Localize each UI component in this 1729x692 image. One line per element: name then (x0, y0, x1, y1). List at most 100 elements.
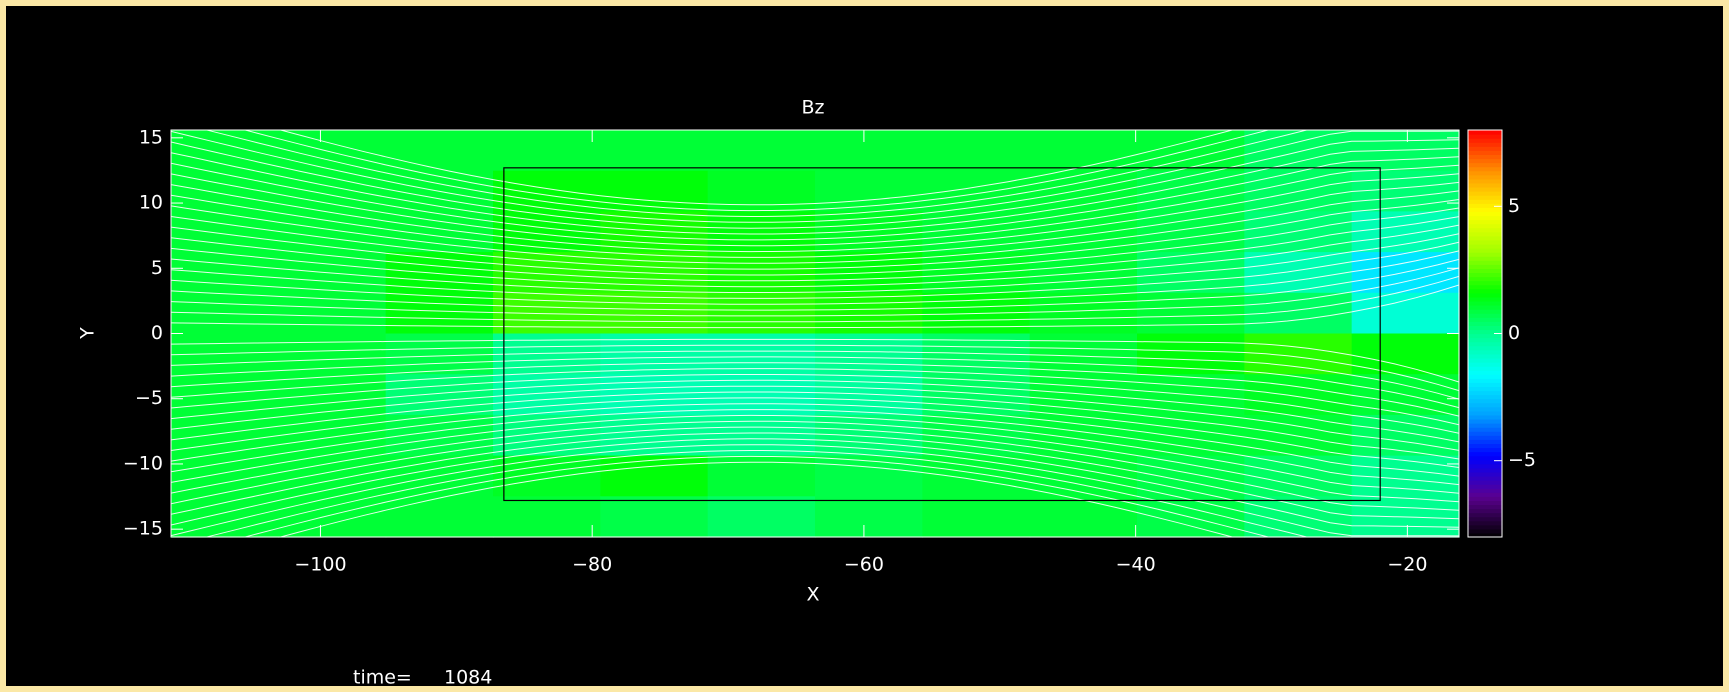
colorbar-swatch (1468, 525, 1502, 530)
colorbar-swatch (1468, 411, 1502, 416)
colorbar-swatch (1468, 171, 1502, 176)
x-tick-label: −100 (294, 554, 346, 576)
heatmap-cell (278, 211, 386, 252)
heatmap-cell (922, 171, 1030, 212)
heatmap-cell (1030, 130, 1138, 171)
heatmap-cell (171, 456, 279, 497)
heatmap-cell (278, 374, 386, 415)
colorbar-swatch (1468, 138, 1502, 143)
colorbar-swatch (1468, 203, 1502, 208)
colorbar-swatch (1468, 297, 1502, 302)
colorbar-swatch (1468, 370, 1502, 375)
heatmap-cell (708, 211, 816, 252)
colorbar-swatch (1468, 399, 1502, 404)
colorbar-swatch (1468, 517, 1502, 522)
colorbar-swatch (1468, 350, 1502, 355)
colorbar-swatch (1468, 163, 1502, 168)
colorbar-swatch (1468, 244, 1502, 249)
colorbar-swatch (1468, 248, 1502, 253)
heatmap-cell (493, 171, 601, 212)
colorbar-swatch (1468, 134, 1502, 139)
heatmap-cell (600, 496, 708, 537)
colorbar-swatch (1468, 158, 1502, 163)
colorbar-swatch (1468, 443, 1502, 448)
x-axis-label: X (806, 584, 819, 606)
heatmap-cell (1137, 293, 1245, 334)
colorbar-swatch (1468, 500, 1502, 505)
colorbar-swatch (1468, 382, 1502, 387)
heatmap-cell (815, 496, 923, 537)
y-tick-label: −15 (123, 518, 163, 540)
colorbar-swatch (1468, 313, 1502, 318)
colorbar-swatch (1468, 395, 1502, 400)
colorbar-swatch (1468, 366, 1502, 371)
colorbar-swatch (1468, 224, 1502, 229)
colorbar-swatch (1468, 305, 1502, 310)
heatmap-cell (493, 130, 601, 171)
heatmap-cell (1244, 374, 1352, 415)
heatmap-cell (278, 456, 386, 497)
colorbar-swatch (1468, 215, 1502, 220)
colorbar-swatch (1468, 285, 1502, 290)
heatmap-cell (815, 130, 923, 171)
colorbar-swatch (1468, 447, 1502, 452)
colorbar-swatch (1468, 390, 1502, 395)
colorbar-swatch (1468, 378, 1502, 383)
colorbar-swatch (1468, 289, 1502, 294)
x-tick-label: −40 (1116, 554, 1156, 576)
colorbar-swatch (1468, 179, 1502, 184)
heatmap-cell (708, 171, 816, 212)
heatmap-cell (1352, 334, 1460, 375)
colorbar-swatch (1468, 403, 1502, 408)
heatmap-cell (815, 456, 923, 497)
heatmap-cell (815, 374, 923, 415)
colorbar-swatch (1468, 509, 1502, 514)
colorbar-swatch (1468, 362, 1502, 367)
colorbar-tick-label: 0 (1508, 322, 1520, 344)
colorbar-swatch (1468, 150, 1502, 155)
colorbar-swatch (1468, 431, 1502, 436)
y-tick-label: −5 (135, 387, 163, 409)
colorbar-swatch (1468, 207, 1502, 212)
heatmap-cell (1244, 496, 1352, 537)
colorbar-swatch (1468, 268, 1502, 273)
colorbar-swatch (1468, 236, 1502, 241)
colorbar-swatch (1468, 529, 1502, 534)
colorbar-swatch (1468, 386, 1502, 391)
colorbar-swatch (1468, 175, 1502, 180)
colorbar-swatch (1468, 240, 1502, 245)
colorbar-swatch (1468, 338, 1502, 343)
heatmap-cell (278, 496, 386, 537)
colorbar-swatch (1468, 211, 1502, 216)
colorbar-swatch (1468, 256, 1502, 261)
heatmap-cell (278, 415, 386, 456)
colorbar-swatch (1468, 301, 1502, 306)
heatmap-cell (922, 415, 1030, 456)
heatmap-cell (1244, 334, 1352, 375)
colorbar-swatch (1468, 293, 1502, 298)
heatmap-cell (171, 415, 279, 456)
colorbar-swatch (1468, 191, 1502, 196)
colorbar-swatch (1468, 228, 1502, 233)
x-tick-label: −60 (844, 554, 884, 576)
colorbar-swatch (1468, 277, 1502, 282)
colorbar-swatch (1468, 325, 1502, 330)
colorbar-swatch (1468, 220, 1502, 225)
heatmap-cell (1030, 293, 1138, 334)
colorbar-swatch (1468, 232, 1502, 237)
heatmap-cell (1244, 456, 1352, 497)
colorbar-swatch (1468, 504, 1502, 509)
colorbar-swatch (1468, 439, 1502, 444)
colorbar-swatch (1468, 260, 1502, 265)
heatmap-cell (1244, 252, 1352, 293)
colorbar-swatch (1468, 346, 1502, 351)
colorbar-swatch (1468, 456, 1502, 461)
heatmap-cell (708, 130, 816, 171)
y-axis-label: Y (77, 327, 99, 340)
heatmap-cell (171, 130, 279, 171)
colorbar-swatch (1468, 374, 1502, 379)
heatmap-cell (386, 211, 494, 252)
chart-title: Bz (801, 97, 824, 119)
colorbar-swatch (1468, 334, 1502, 339)
colorbar-swatch (1468, 423, 1502, 428)
